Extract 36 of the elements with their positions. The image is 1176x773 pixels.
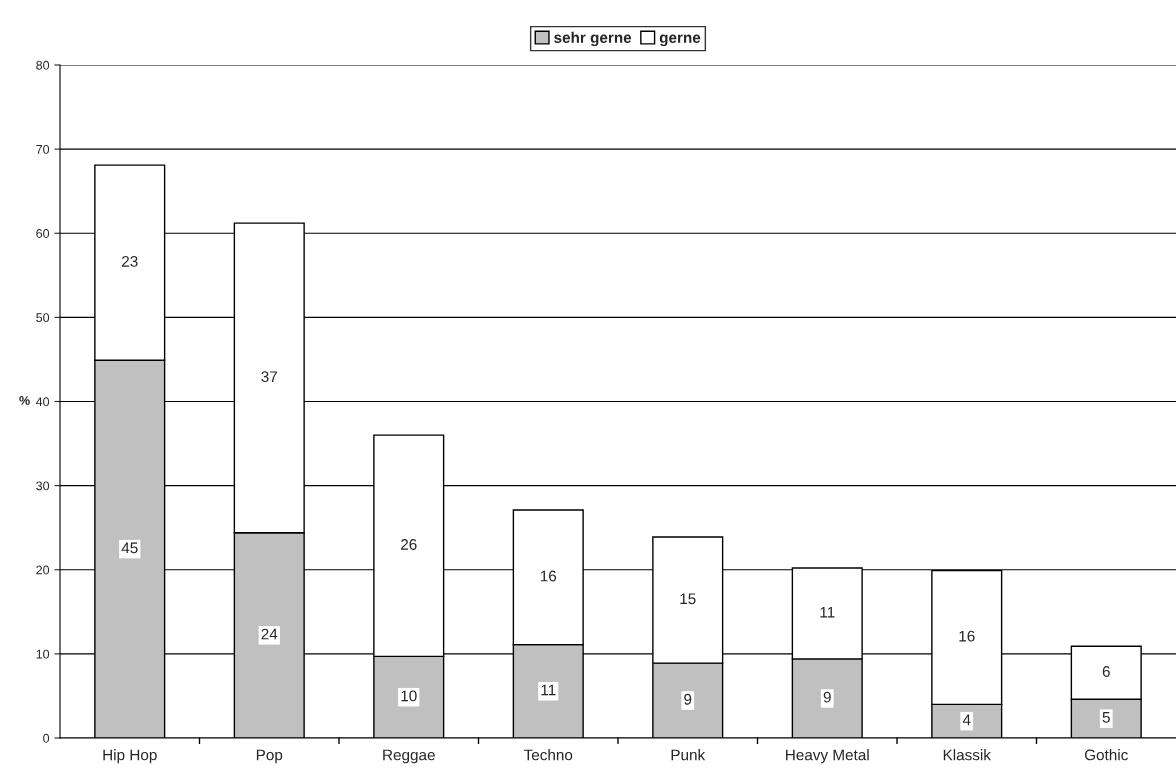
x-tick-label: Klassik	[943, 749, 991, 761]
y-axis-title: %	[19, 396, 30, 405]
data-label: 9	[823, 691, 831, 703]
x-tick-label: Heavy Metal	[786, 749, 869, 764]
x-tick-label: Punk	[671, 749, 706, 761]
data-label: 45	[121, 542, 138, 554]
data-label: 15	[680, 593, 696, 605]
data-label: 37	[261, 371, 277, 383]
data-label: 9	[684, 693, 692, 705]
y-tick-label: 50	[36, 313, 50, 323]
data-label: 23	[122, 255, 138, 267]
y-tick-label: 20	[36, 565, 50, 575]
x-tick-label: Pop	[256, 749, 283, 764]
data-label: 16	[959, 630, 975, 642]
y-tick-label: 60	[36, 229, 50, 238]
y-tick-label: 10	[36, 649, 50, 659]
y-tick-label: 80	[36, 60, 50, 70]
legend-label: sehr gerne	[554, 31, 632, 47]
x-tick-label: Reggae	[383, 749, 435, 764]
x-tick-label: Hip Hop	[103, 749, 157, 764]
x-tick-label: Techno	[523, 749, 573, 761]
data-label: 26	[401, 539, 417, 550]
data-label: 24	[261, 628, 278, 640]
legend-label: gerne	[659, 34, 701, 47]
y-tick-label: 30	[36, 481, 50, 491]
data-label: 6	[1102, 666, 1110, 677]
y-tick-label: 0	[43, 733, 50, 743]
data-label: 16	[540, 570, 557, 582]
data-label: 5	[1102, 712, 1110, 723]
data-label: 11	[541, 684, 556, 696]
data-label: 4	[962, 714, 971, 726]
data-label: 11	[820, 606, 835, 618]
x-tick-label: Gothic	[1084, 749, 1128, 761]
data-label: 10	[401, 690, 417, 702]
y-tick-label: 70	[36, 144, 50, 154]
y-tick-label: 40	[35, 397, 50, 407]
